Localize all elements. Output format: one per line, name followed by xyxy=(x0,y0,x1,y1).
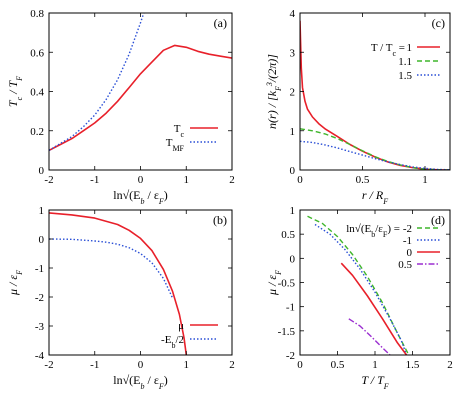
series-line-2 xyxy=(49,13,145,151)
x-tick-label: 0.5 xyxy=(331,359,345,371)
y-tick-label: 0.2 xyxy=(30,126,44,138)
x-tick-label: 0.5 xyxy=(356,174,370,186)
series-line-3 xyxy=(340,262,408,355)
y-tick-label: 1 xyxy=(290,205,296,217)
x-tick-label: -1 xyxy=(90,359,99,371)
y-tick-label: -2 xyxy=(35,292,44,304)
x-tick-label: -2 xyxy=(44,359,53,371)
y-tick-label: 3 xyxy=(290,47,296,59)
x-tick-label: 1 xyxy=(372,359,378,371)
legend-label: -1 xyxy=(403,235,412,247)
legend-label: Tc xyxy=(174,123,185,139)
y-tick-label: 0.8 xyxy=(30,8,44,20)
x-axis-label: r / RF xyxy=(362,188,388,206)
plot-frame xyxy=(48,12,233,171)
y-tick-label: -1 xyxy=(35,263,44,275)
y-tick-label: 0.4 xyxy=(30,87,44,99)
y-axis-label: n(r) / [kF3/(2π)] xyxy=(265,54,283,129)
y-tick-label: 0 xyxy=(39,234,45,246)
x-tick-label: 1 xyxy=(422,174,428,186)
x-axis-label: T / TF xyxy=(361,373,388,391)
chart-panel-d: 0 0.5 1 1.5 2-2-1.5-1-0.500.51(d)T / TFμ / ε… xyxy=(265,205,453,391)
panel-label: (d) xyxy=(431,213,445,227)
x-tick-label: 1 xyxy=(184,359,190,371)
y-tick-label: -1 xyxy=(286,302,295,314)
chart-panel-a: -2 -1 0 1 2 0 0.2 0.4 0.6 0.8 (a) ln√(Eb / εF) Tc / … xyxy=(6,8,235,206)
legend-label: -2 xyxy=(403,223,412,235)
x-tick-label: 0 xyxy=(297,359,303,371)
legend-label: 1.5 xyxy=(398,70,412,82)
x-tick-label: 0 xyxy=(138,174,144,186)
x-tick-label: 1.5 xyxy=(406,359,420,371)
x-tick-label: 0 xyxy=(297,174,303,186)
x-tick-label: 0 xyxy=(138,359,144,371)
x-tick-label: 1 xyxy=(184,174,190,186)
x-tick-label: -1 xyxy=(90,174,99,186)
x-axis-label: ln√(Eb / εF) xyxy=(113,188,168,206)
series-line-4 xyxy=(348,318,391,355)
y-axis-label: μ / εF xyxy=(265,270,283,296)
y-axis-label: μ / εF xyxy=(6,270,24,296)
y-tick-label: -2 xyxy=(286,350,295,362)
y-tick-label: 0 xyxy=(290,253,296,265)
y-tick-label: 1 xyxy=(290,126,296,138)
legend: μ -Eb/2 xyxy=(161,320,218,350)
plot-frame xyxy=(48,209,233,356)
chart-panel-c: 0 0.5 1 0 1 2 3 4 (c) r / RF n(r) / [kF3/(2π)] T / … xyxy=(265,8,451,206)
x-tick-label: 2 xyxy=(229,359,235,371)
y-tick-label: 0 xyxy=(290,165,296,177)
series-line-1 xyxy=(49,44,232,152)
y-tick-label: 0.6 xyxy=(30,47,44,59)
legend-label: TMF xyxy=(166,137,185,153)
chart-panel-b: -2 -1 0 1 2 -4 -3 -2 -1 0 1 (b) ln√(Eb / εF) μ / εF μ -… xyxy=(6,205,235,391)
series-line-2 xyxy=(300,128,450,170)
legend-label: 0 xyxy=(407,247,413,259)
legend-label: μ xyxy=(178,320,184,332)
series-line-1 xyxy=(49,212,188,355)
legend-label: 1.1 xyxy=(398,56,412,68)
y-tick-label: -3 xyxy=(35,321,45,333)
panel-label: (a) xyxy=(214,16,227,30)
y-tick-label: 0.5 xyxy=(281,229,295,241)
y-tick-label: -4 xyxy=(35,350,45,362)
x-axis-label: ln√(Eb / εF) xyxy=(113,373,168,391)
series-line-3 xyxy=(300,140,450,170)
series-line-2 xyxy=(314,223,408,355)
panel-label: (b) xyxy=(213,213,227,227)
x-tick-label: -2 xyxy=(44,174,53,186)
series-line-1 xyxy=(307,215,410,355)
y-tick-label: 1 xyxy=(39,205,45,217)
legend: T / Tc = 1 1.1 1.5 xyxy=(371,42,440,82)
x-tick-label: 2 xyxy=(229,174,235,186)
legend-label: 1 xyxy=(407,42,413,54)
plot-frame xyxy=(299,12,451,171)
y-tick-label: 2 xyxy=(290,87,296,99)
y-tick-label: -0.5 xyxy=(278,278,296,290)
panel-label: (c) xyxy=(432,16,445,30)
legend-label: -Eb/2 xyxy=(161,334,184,350)
legend: ln√(Eb/εF) = -2-100.5 xyxy=(346,223,440,271)
legend-title: ln√(Eb/εF) = xyxy=(346,223,400,239)
y-tick-label: 0 xyxy=(39,165,45,177)
legend-title: T / Tc = xyxy=(371,42,405,58)
y-axis-label: Tc / TF xyxy=(6,76,24,107)
y-tick-label: -1.5 xyxy=(278,326,296,338)
legend-label: 0.5 xyxy=(398,259,412,271)
x-tick-label: 2 xyxy=(447,359,453,371)
series-line-2 xyxy=(49,238,174,299)
y-tick-label: 4 xyxy=(290,8,296,20)
